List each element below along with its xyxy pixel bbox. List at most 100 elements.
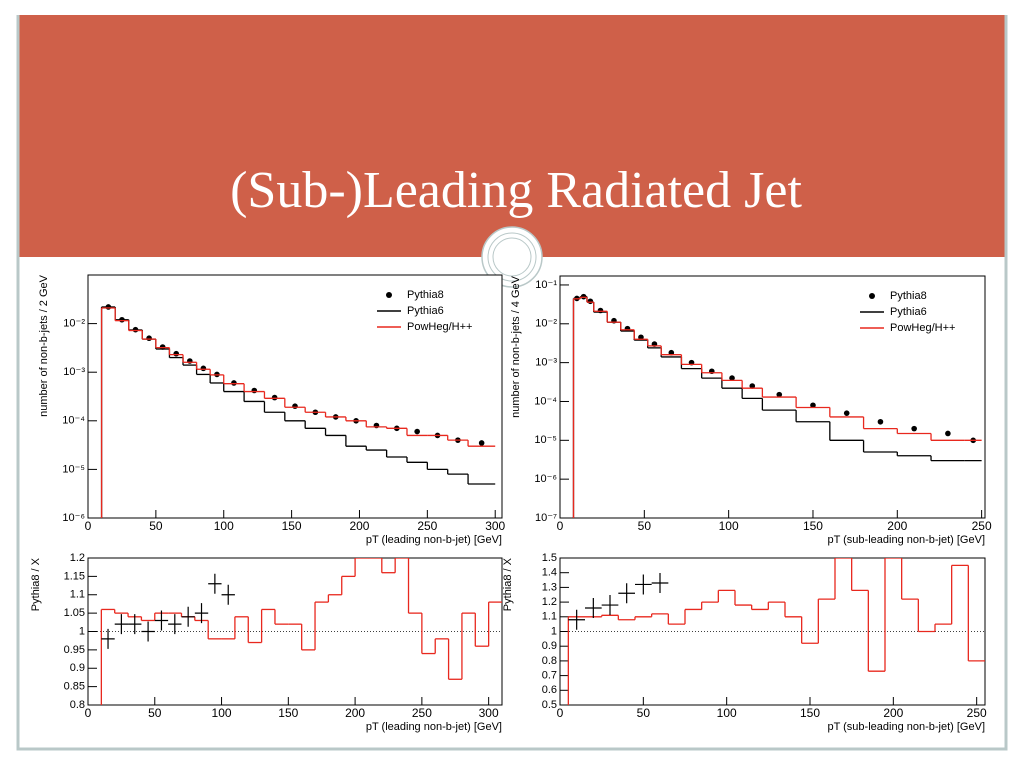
legend-marker <box>386 292 392 298</box>
x-axis-label: pT (leading non-b-jet) [GeV] <box>366 534 502 546</box>
x-tick-label: 0 <box>557 519 564 533</box>
y-axis-label: Pythia8 / X <box>30 557 42 611</box>
cross-marker <box>618 583 635 604</box>
marker <box>587 298 594 305</box>
x-tick-label: 0 <box>85 519 92 533</box>
y-tick-label: 0.9 <box>542 640 557 652</box>
cross-marker <box>101 628 115 649</box>
y-tick-label: 10⁻⁶ <box>62 512 85 524</box>
y-tick-label: 0.85 <box>64 681 85 693</box>
title-band <box>18 15 1006 257</box>
cross-marker <box>168 614 182 635</box>
x-tick-label: 300 <box>479 706 499 720</box>
y-tick-label: 0.7 <box>542 670 557 682</box>
x-axis-label: pT (sub-leading non-b-jet) [GeV] <box>827 534 985 546</box>
x-tick-label: 150 <box>803 519 823 533</box>
cross-marker <box>128 614 142 635</box>
y-tick-label: 1 <box>551 625 557 637</box>
marker <box>729 375 735 381</box>
cross-marker <box>221 584 235 605</box>
y-tick-label: 0.95 <box>64 644 85 656</box>
cross-marker <box>154 610 169 631</box>
plot-area <box>572 293 982 518</box>
slide-frame <box>16 15 1008 751</box>
x-tick-label: 200 <box>349 519 369 533</box>
cross-marker <box>651 572 669 593</box>
y-tick-label: 10⁻¹ <box>535 279 557 291</box>
x-tick-label: 0 <box>85 706 92 720</box>
ornament <box>487 232 537 282</box>
legend-label: PowHeg/H++ <box>890 322 955 334</box>
cross-marker <box>601 595 619 616</box>
x-tick-label: 150 <box>800 706 820 720</box>
marker <box>843 410 850 416</box>
marker <box>271 394 278 401</box>
y-tick-label: 1.3 <box>542 581 557 593</box>
y-tick-label: 10⁻⁶ <box>534 473 557 485</box>
x-tick-label: 300 <box>485 519 505 533</box>
x-tick-label: 50 <box>637 706 651 720</box>
y-tick-label: 0.6 <box>542 684 557 696</box>
slide-title: (Sub-)Leading Radiated Jet <box>230 162 802 219</box>
y-tick-label: 1.5 <box>542 552 557 564</box>
step-connector <box>100 558 490 705</box>
y-tick-label: 10⁻⁵ <box>534 434 557 446</box>
legend-label: Pythia8 <box>407 289 444 301</box>
marker <box>146 335 152 342</box>
y-tick-label: 0.8 <box>542 655 557 667</box>
y-tick-label: 10⁻² <box>535 318 557 330</box>
x-tick-label: 200 <box>887 519 907 533</box>
legend-marker <box>869 293 875 299</box>
plot-area <box>560 558 985 705</box>
marker <box>776 391 783 398</box>
x-tick-label: 250 <box>412 706 432 720</box>
cross-marker <box>585 597 602 618</box>
x-tick-label: 250 <box>967 706 987 720</box>
y-axis-label: number of non-b-jets / 2 GeV <box>38 274 50 417</box>
plot-frame <box>87 274 503 519</box>
y-tick-label: 10⁻⁴ <box>534 395 557 407</box>
y-tick-label: 10⁻³ <box>63 366 85 378</box>
y-tick-label: 10⁻⁵ <box>62 463 85 475</box>
cross-marker <box>181 606 195 627</box>
y-tick-label: 1.1 <box>70 589 85 601</box>
x-tick-label: 100 <box>214 519 234 533</box>
marker <box>187 358 193 364</box>
x-tick-label: 150 <box>278 706 298 720</box>
marker <box>478 440 485 446</box>
marker <box>292 403 298 409</box>
x-tick-label: 100 <box>719 519 739 533</box>
marker <box>945 430 951 437</box>
legend-label: Pythia8 <box>890 290 927 302</box>
ornament <box>492 237 532 277</box>
cross-marker <box>208 573 222 594</box>
ornament <box>481 226 543 288</box>
marker <box>231 380 237 386</box>
y-tick-label: 10⁻⁷ <box>535 512 557 524</box>
x-tick-label: 100 <box>717 706 737 720</box>
cross-marker <box>194 603 209 624</box>
legend-label: Pythia6 <box>890 306 927 318</box>
marker <box>810 402 816 409</box>
y-tick-label: 10⁻³ <box>535 357 557 369</box>
legend-label: Pythia6 <box>407 305 444 317</box>
marker <box>251 387 258 394</box>
y-tick-label: 0.5 <box>542 699 557 711</box>
y-tick-label: 1 <box>79 625 85 637</box>
y-tick-label: 1.1 <box>542 611 557 623</box>
cross-marker <box>114 614 129 635</box>
y-tick-label: 10⁻² <box>63 318 85 330</box>
marker <box>173 350 180 357</box>
y-tick-label: 1.05 <box>64 607 85 619</box>
y-tick-label: 1.15 <box>64 570 85 582</box>
plot-area <box>100 304 496 518</box>
marker <box>200 365 207 372</box>
x-tick-label: 100 <box>212 706 232 720</box>
x-tick-label: 250 <box>972 519 992 533</box>
y-tick-label: 1.2 <box>542 596 557 608</box>
x-tick-label: 0 <box>557 706 564 720</box>
y-tick-label: 10⁻⁴ <box>62 415 85 427</box>
marker <box>911 425 917 432</box>
y-tick-label: 0.8 <box>70 699 85 711</box>
